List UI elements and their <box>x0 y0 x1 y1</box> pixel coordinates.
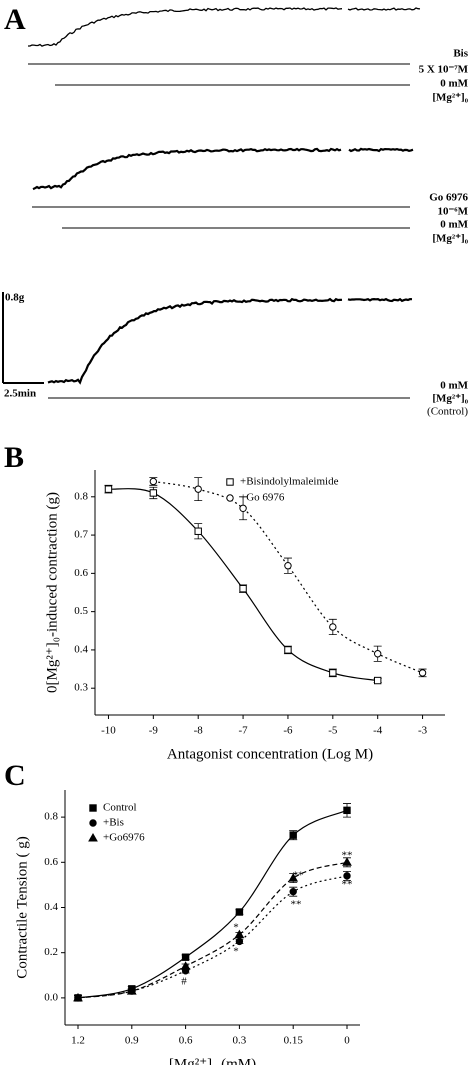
x-tick-label: 0 <box>344 1035 350 1047</box>
marker <box>88 832 98 842</box>
dose-label: 5 X 10⁻⁷M <box>419 64 469 76</box>
panel-label: C <box>4 759 26 792</box>
marker <box>235 908 244 916</box>
trace <box>28 7 421 47</box>
marker <box>343 872 351 880</box>
marker <box>226 494 234 502</box>
marker <box>235 937 244 946</box>
marker <box>226 478 234 486</box>
ion-label: [Mg²⁺]₀ <box>432 393 468 405</box>
legend-label: Control <box>103 802 137 814</box>
x-tick-label: -6 <box>283 725 293 737</box>
marker <box>373 676 382 685</box>
marker <box>343 806 351 815</box>
trace <box>32 147 414 191</box>
legend-label: +Bisindolylmaleimide <box>240 476 339 488</box>
y-tick-label: 0.6 <box>74 567 88 579</box>
x-tick-label: 0.15 <box>284 1035 304 1047</box>
y-tick-label: 0.5 <box>74 605 88 617</box>
marker <box>89 819 97 827</box>
x-tick-label: -10 <box>101 725 116 737</box>
scale-time: 2.5min <box>4 388 36 400</box>
marker <box>89 804 97 812</box>
note-label: (Control) <box>427 406 468 418</box>
y-axis-label: 0[Mg²⁺]₀-induced contraction (g) <box>44 492 60 693</box>
y-tick-label: 0.0 <box>44 991 58 1003</box>
scale-force: 0.8g <box>5 292 25 304</box>
marker <box>418 669 427 677</box>
y-axis-label: Contractile Tension ( g) <box>14 836 30 978</box>
x-tick-label: -3 <box>418 725 428 737</box>
trace <box>47 297 413 385</box>
x-tick-label: -4 <box>373 725 383 737</box>
marker <box>181 953 190 961</box>
x-tick-label: 1.2 <box>71 1035 85 1047</box>
marker <box>289 887 297 896</box>
y-tick-label: 0.4 <box>74 643 88 655</box>
y-tick-label: 0.4 <box>44 901 58 913</box>
annotation: ** <box>342 850 353 862</box>
marker <box>329 669 337 677</box>
marker <box>284 646 292 654</box>
annotation: * <box>233 946 239 958</box>
legend-label: +Go6976 <box>103 832 145 844</box>
marker <box>194 485 202 493</box>
marker <box>149 489 158 497</box>
x-tick-label: 0.6 <box>179 1035 193 1047</box>
y-tick-label: 0.8 <box>44 811 58 823</box>
x-axis-label: [Mg²⁺]₀ (mM) <box>169 1056 256 1065</box>
x-tick-label: -5 <box>328 725 338 737</box>
marker <box>234 929 245 939</box>
marker <box>288 873 299 882</box>
x-tick-label: 0.9 <box>125 1035 139 1047</box>
panel-label: A <box>4 3 26 36</box>
marker <box>126 986 137 995</box>
annotation: ** <box>291 899 302 911</box>
marker <box>329 623 337 631</box>
fit-line <box>77 861 348 999</box>
panel-label: B <box>4 441 24 474</box>
x-tick-label: 0.3 <box>233 1035 247 1047</box>
marker <box>239 504 247 512</box>
y-tick-label: 0.8 <box>74 490 88 502</box>
y-tick-label: 0.6 <box>44 856 58 868</box>
ion-label: [Mg²⁺]₀ <box>432 233 468 245</box>
marker <box>194 527 202 535</box>
drug-label: Go 6976 <box>429 192 468 204</box>
mg-label: 0 mM <box>440 78 468 90</box>
drug-label: Bis <box>453 48 468 60</box>
annotation: ** <box>293 870 304 882</box>
marker <box>180 961 191 970</box>
y-tick-label: 0.7 <box>74 529 88 541</box>
y-tick-label: 0.3 <box>74 682 88 694</box>
marker <box>239 584 247 593</box>
ion-label: [Mg²⁺]₀ <box>432 92 468 104</box>
marker <box>373 650 382 658</box>
x-tick-label: -8 <box>194 725 204 737</box>
marker <box>342 857 352 866</box>
marker <box>104 485 113 493</box>
annotation: * <box>233 922 239 934</box>
mg-label: 0 mM <box>440 219 468 231</box>
x-axis-label: Antagonist concentration (Log M) <box>167 746 373 762</box>
legend-label: +Bis <box>103 817 124 829</box>
marker <box>284 562 292 570</box>
mg-label: 0 mM <box>440 380 468 392</box>
dose-label: 10⁻⁶M <box>438 206 469 218</box>
marker <box>289 831 297 839</box>
marker <box>149 477 158 486</box>
y-tick-label: 0.2 <box>44 946 58 958</box>
annotation: # <box>181 976 187 988</box>
annotation: ** <box>342 879 353 891</box>
fit-line <box>153 480 423 674</box>
x-tick-label: -7 <box>238 725 248 737</box>
baselines <box>2 63 410 399</box>
x-tick-label: -9 <box>149 725 159 737</box>
legend-label: +Go 6976 <box>240 492 285 504</box>
marker <box>73 992 83 1002</box>
